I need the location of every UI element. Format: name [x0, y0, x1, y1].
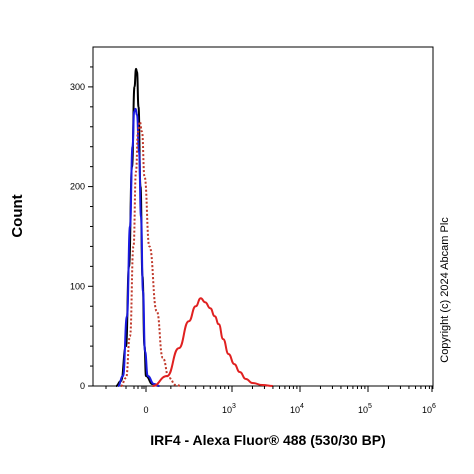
x-tick-exponent: 6 — [432, 403, 436, 410]
x-axis-ticks: 0 103 104 105 106 — [105, 386, 436, 415]
y-tick-label: 200 — [70, 182, 85, 192]
x-tick-exponent: 5 — [368, 403, 372, 410]
y-axis-ticks: 0 100 200 300 — [70, 66, 93, 391]
series-line-3 — [120, 120, 182, 387]
series-line-2 — [117, 107, 160, 387]
x-tick-exponent: 4 — [300, 403, 304, 410]
copyright-watermark: Copyright (c) 2024 Abcam Plc — [439, 217, 451, 363]
x-axis-title: IRF4 - Alexa Fluor® 488 (530/30 BP) — [150, 432, 385, 448]
x-tick-label: 0 — [143, 405, 148, 415]
y-tick-label: 100 — [70, 281, 85, 291]
x-tick-exponent: 3 — [232, 403, 236, 410]
series-line-4 — [152, 297, 273, 387]
x-tick-label: 106 — [422, 403, 436, 415]
y-tick-label: 300 — [70, 82, 85, 92]
y-axis-title: Count — [9, 194, 26, 237]
y-tick-label: 0 — [80, 381, 85, 391]
x-tick-label: 103 — [222, 403, 236, 415]
series-layer — [115, 67, 273, 387]
x-tick-label: 104 — [290, 403, 304, 415]
x-tick-label: 105 — [358, 403, 372, 415]
